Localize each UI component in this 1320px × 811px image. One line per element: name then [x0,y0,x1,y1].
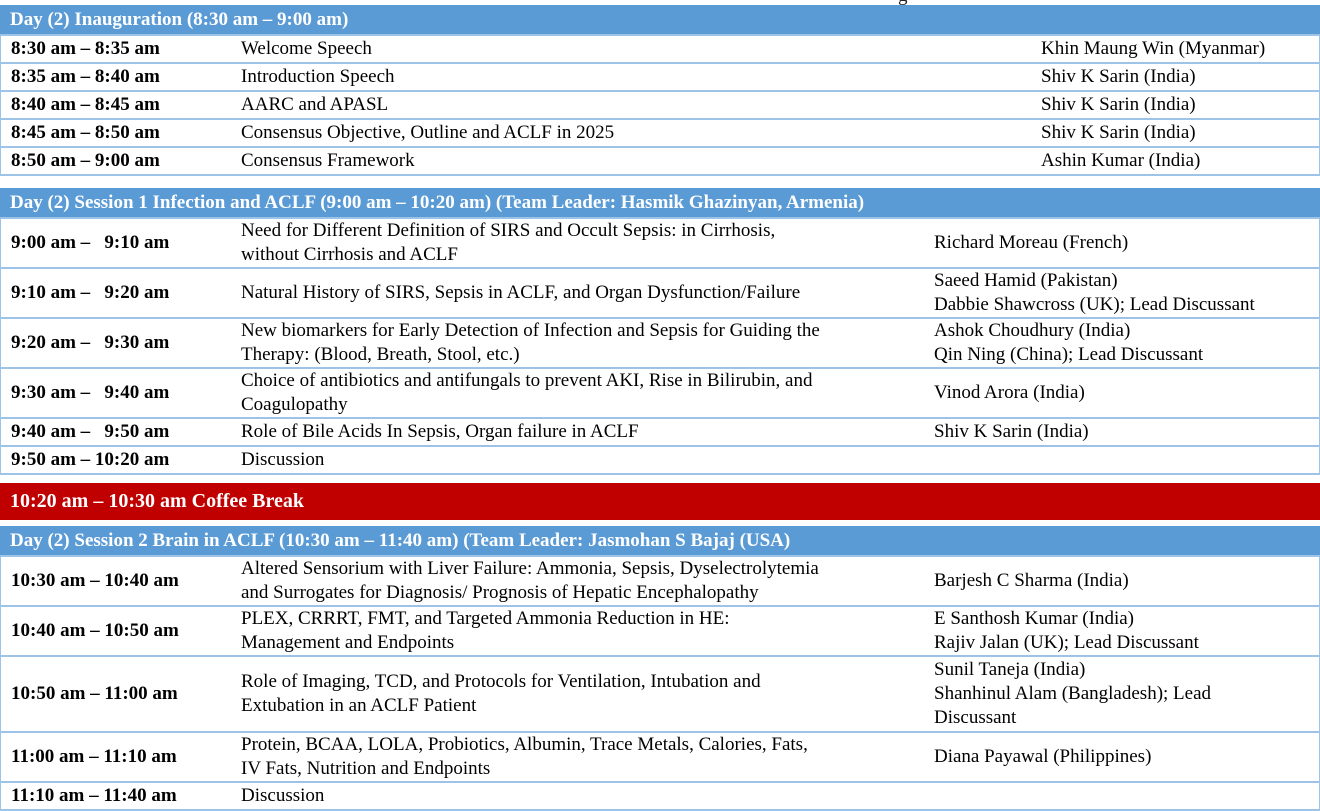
row-time: 8:35 am – 8:40 am [11,66,160,87]
row-topic: Role of Bile Acids In Sepsis, Organ fail… [241,421,639,442]
row-speaker: Shiv K Sarin (India) [1041,94,1196,115]
row-speaker: E Santhosh Kumar (India) Rajiv Jalan (UK… [934,608,1199,653]
row-time: 8:30 am – 8:35 am [11,38,160,59]
row-time: 8:50 am – 9:00 am [11,150,160,171]
table-row: 11:00 am – 11:10 am Protein, BCAA, LOLA,… [1,731,1319,781]
coffee-break-bar: 10:20 am – 10:30 am Coffee Break [0,483,1320,520]
row-time: 8:40 am – 8:45 am [11,94,160,115]
row-topic: Introduction Speech [241,66,395,87]
row-topic: Choice of antibiotics and antifungals to… [241,370,813,415]
table-row: 10:40 am – 10:50 am PLEX, CRRRT, FMT, an… [1,605,1319,655]
row-speaker: Ashin Kumar (India) [1041,150,1201,171]
row-time: 9:00 am – 9:10 am [11,232,170,253]
table-row: 10:30 am – 10:40 am Altered Sensorium wi… [1,555,1319,605]
row-topic: Consensus Objective, Outline and ACLF in… [241,122,615,143]
cropped-text-fragment: g [898,0,908,5]
row-time: 9:50 am – 10:20 am [11,449,170,470]
row-topic: Role of Imaging, TCD, and Protocols for … [241,671,761,716]
row-topic: Altered Sensorium with Liver Failure: Am… [241,558,819,603]
table-row: 8:45 am – 8:50 am Consensus Objective, O… [1,118,1319,146]
row-topic: Discussion [241,785,325,806]
section-header-inauguration: Day (2) Inauguration (8:30 am – 9:00 am) [0,5,1320,34]
row-time: 10:40 am – 10:50 am [11,620,179,641]
row-speaker: Sunil Taneja (India) Shanhinul Alam (Ban… [934,659,1212,728]
row-speaker: Shiv K Sarin (India) [1041,122,1196,143]
section-header-session-1: Day (2) Session 1 Infection and ACLF (9:… [0,188,1320,217]
row-speaker: Saeed Hamid (Pakistan) Dabbie Shawcross … [934,270,1255,315]
row-speaker: Vinod Arora (India) [934,382,1085,403]
row-speaker: Khin Maung Win (Myanmar) [1041,38,1266,59]
row-time: 8:45 am – 8:50 am [11,122,160,143]
row-topic: Protein, BCAA, LOLA, Probiotics, Albumin… [241,734,808,779]
row-topic: Discussion [241,449,325,470]
row-speaker: Shiv K Sarin (India) [1041,66,1196,87]
row-time: 9:40 am – 9:50 am [11,421,170,442]
row-time: 11:10 am – 11:40 am [11,785,177,806]
row-speaker: Ashok Choudhury (India) Qin Ning (China)… [934,320,1204,365]
table-row: 8:40 am – 8:45 am AARC and APASL Shiv K … [1,90,1319,118]
table-row: 10:50 am – 11:00 am Role of Imaging, TCD… [1,655,1319,731]
table-row: 9:00 am – 9:10 am Need for Different Def… [1,217,1319,267]
row-topic: New biomarkers for Early Detection of In… [241,320,820,365]
row-topic: AARC and APASL [241,94,389,115]
row-topic: PLEX, CRRRT, FMT, and Targeted Ammonia R… [241,608,730,653]
row-topic: Consensus Framework [241,150,415,171]
table-row: 8:35 am – 8:40 am Introduction Speech Sh… [1,62,1319,90]
table-row: 8:50 am – 9:00 am Consensus Framework As… [1,146,1319,174]
row-speaker: Shiv K Sarin (India) [934,421,1089,442]
row-time: 9:20 am – 9:30 am [11,332,170,353]
row-speaker: Barjesh C Sharma (India) [934,570,1129,591]
section-spacer [0,176,1320,188]
row-speaker: Richard Moreau (French) [934,232,1129,253]
cropped-line-remnant: g [0,0,1320,5]
table-row: 9:30 am – 9:40 am Choice of antibiotics … [1,367,1319,417]
row-time: 9:30 am – 9:40 am [11,382,170,403]
table-row: 9:10 am – 9:20 am Natural History of SIR… [1,267,1319,317]
section-inauguration-rows: 8:30 am – 8:35 am Welcome Speech Khin Ma… [0,34,1320,176]
row-topic: Need for Different Definition of SIRS an… [241,220,776,265]
table-row: 9:20 am – 9:30 am New biomarkers for Ear… [1,317,1319,367]
table-row: 9:40 am – 9:50 am Role of Bile Acids In … [1,417,1319,445]
row-time: 10:50 am – 11:00 am [11,683,178,704]
row-topic: Welcome Speech [241,38,372,59]
table-row: 9:50 am – 10:20 am Discussion [1,445,1319,473]
row-topic: Natural History of SIRS, Sepsis in ACLF,… [241,282,801,303]
section-session-2-rows: 10:30 am – 10:40 am Altered Sensorium wi… [0,555,1320,811]
section-spacer [0,475,1320,483]
row-time: 10:30 am – 10:40 am [11,570,179,591]
section-header-session-2: Day (2) Session 2 Brain in ACLF (10:30 a… [0,526,1320,555]
row-time: 11:00 am – 11:10 am [11,746,177,767]
section-session-1-rows: 9:00 am – 9:10 am Need for Different Def… [0,217,1320,475]
table-row: 11:10 am – 11:40 am Discussion [1,781,1319,809]
row-speaker: Diana Payawal (Philippines) [934,746,1152,767]
table-row: 8:30 am – 8:35 am Welcome Speech Khin Ma… [1,34,1319,62]
row-time: 9:10 am – 9:20 am [11,282,170,303]
